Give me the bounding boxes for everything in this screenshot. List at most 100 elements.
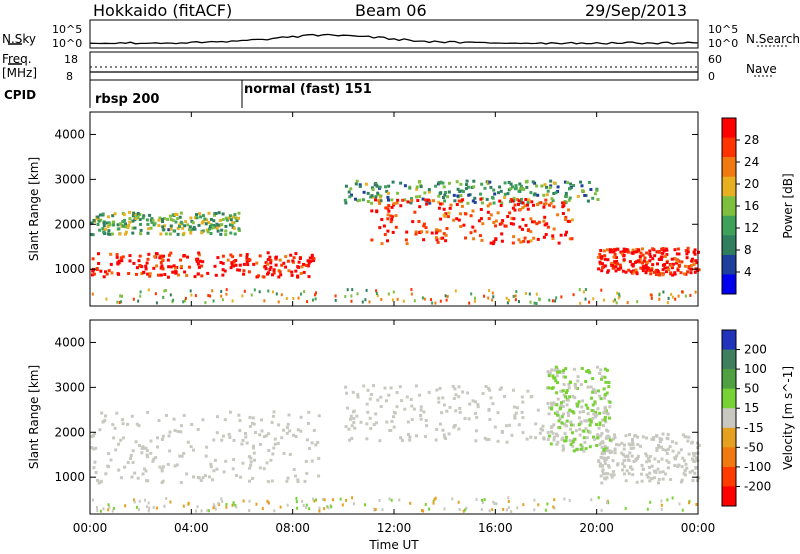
vel-cell [529, 435, 533, 439]
power-cell [386, 229, 390, 233]
power-cell [442, 232, 446, 236]
power-cell [230, 223, 234, 227]
vel-cell [271, 414, 275, 418]
vel-ground-cell [295, 500, 298, 504]
vel-cell [502, 395, 506, 398]
power-cell [576, 194, 580, 198]
vel-cell [573, 396, 577, 400]
power-cell [172, 264, 176, 268]
power-cell [486, 210, 490, 214]
power-cell [635, 250, 639, 254]
vel-cell [107, 465, 111, 469]
power-cell [150, 217, 154, 221]
vel-cell [508, 423, 512, 427]
power-cell [657, 258, 661, 261]
power-cell [689, 264, 693, 268]
x-tick-label: 12:00 [377, 521, 412, 535]
vel-cell [111, 423, 115, 427]
power-cell [661, 247, 665, 250]
vel-ground-cell [182, 504, 185, 508]
power-ground-cell [588, 300, 591, 304]
vel-cell [676, 464, 680, 468]
power-cell [124, 222, 127, 226]
power-cell [644, 271, 648, 275]
colorbar-label: Velocity [m s^-1] [781, 366, 795, 470]
vel-cell [481, 392, 485, 395]
power-ground-cell [207, 294, 210, 297]
power-cell [200, 231, 204, 235]
power-cell [523, 204, 527, 208]
power-cell [485, 197, 489, 201]
vel-cell [598, 372, 602, 375]
vel-cell [491, 402, 495, 406]
vel-cell [673, 464, 677, 467]
power-ground-cell [220, 294, 223, 298]
power-cell [307, 261, 311, 265]
vel-cell [599, 434, 603, 438]
power-cell [460, 204, 464, 208]
power-cell [689, 267, 693, 271]
vel-cell [419, 405, 423, 409]
power-cell [629, 270, 633, 274]
power-cell [117, 259, 121, 263]
power-cell [309, 259, 313, 263]
power-cell [572, 184, 575, 187]
power-cell [115, 255, 119, 259]
power-cell [107, 221, 111, 225]
power-cell [371, 195, 375, 199]
vel-ground-cell [124, 504, 127, 508]
vel-cell [563, 375, 567, 379]
power-cell [697, 268, 701, 272]
power-cell [221, 218, 225, 222]
vel-cell [388, 429, 392, 432]
power-cell [442, 213, 446, 217]
power-cell [535, 184, 539, 188]
vel-cell [248, 424, 252, 428]
vel-cell [443, 435, 447, 439]
vel-cell [407, 433, 410, 436]
vel-cell [316, 441, 320, 444]
power-cell [512, 235, 516, 239]
vel-ground-cell [480, 508, 483, 511]
vel-cell [654, 470, 658, 474]
power-cell [110, 232, 114, 236]
power-cell [568, 237, 572, 241]
colorbar-segment [722, 369, 736, 390]
power-cell [418, 205, 422, 209]
power-cell [615, 256, 618, 260]
power-cell [641, 247, 644, 251]
vel-cell [622, 459, 626, 462]
power-cell [479, 192, 483, 196]
vel-cell [656, 467, 660, 471]
power-cell [552, 205, 556, 209]
power-cell [445, 227, 449, 230]
power-cell [593, 192, 597, 196]
power-cell [268, 255, 272, 259]
power-cell [548, 203, 551, 207]
power-cell [512, 196, 516, 200]
power-cell [600, 269, 604, 273]
vel-cell [227, 432, 231, 436]
vel-cell [286, 476, 290, 480]
power-cell [544, 198, 548, 202]
power-cell [179, 258, 183, 262]
power-cell [389, 220, 393, 224]
colorbar-segment [722, 427, 736, 448]
vel-cell [604, 436, 608, 440]
vel-cell [262, 435, 266, 439]
vel-cell [622, 472, 626, 476]
power-ground-cell [182, 300, 185, 304]
vel-cell [677, 451, 681, 455]
vel-cell [657, 443, 661, 447]
power-cell [98, 213, 102, 217]
power-cell [488, 180, 492, 184]
power-cell [519, 197, 523, 201]
vel-cell [196, 428, 200, 431]
vel-cell [270, 479, 274, 483]
vel-ground-cell [137, 508, 140, 512]
power-cell [437, 194, 441, 198]
power-cell [492, 221, 496, 224]
vel-cell [589, 385, 593, 389]
power-cell [691, 257, 694, 261]
vel-cell [249, 456, 253, 460]
